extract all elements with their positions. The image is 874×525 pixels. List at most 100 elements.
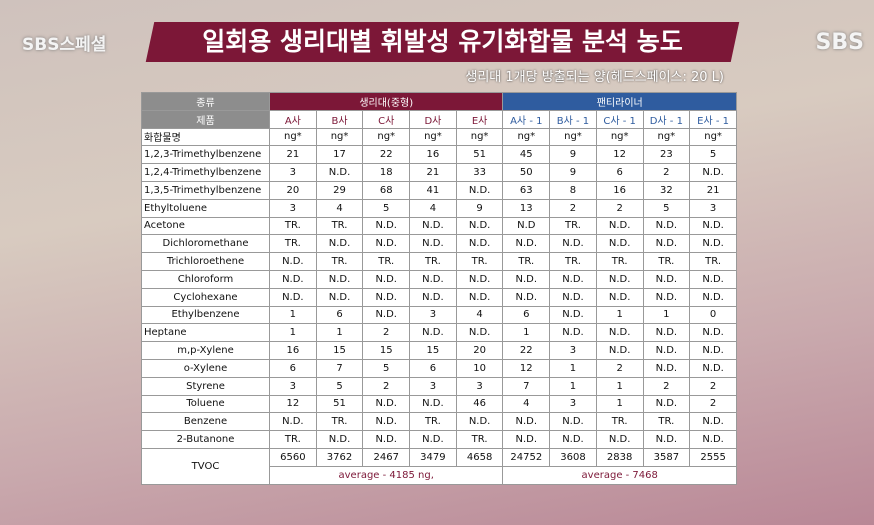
table-cell: TR. xyxy=(549,216,597,236)
table-cell: 2838 xyxy=(595,447,644,467)
table-cell: 종류 xyxy=(141,92,270,111)
table-cell: N.D. xyxy=(642,269,691,289)
table-cell: ng* xyxy=(595,127,644,147)
table-cell: N.D. xyxy=(502,430,551,449)
table-cell: N.D. xyxy=(502,287,551,307)
table-cell: N.D. xyxy=(642,216,691,236)
subtitle: 생리대 1개당 방출되는 양(헤드스페이스: 20 L) xyxy=(465,70,724,85)
table-cell: 16 xyxy=(595,180,644,200)
table-cell: ng* xyxy=(269,127,317,147)
table-cell: TR. xyxy=(595,252,644,271)
table-row: TVOC 6560 3762 2467 3479 4658 24752 3608 2838 358… xyxy=(141,447,737,485)
table-cell: 13 xyxy=(502,198,551,218)
table-cell: 3608 xyxy=(549,447,597,467)
table-cell: 4 xyxy=(455,305,504,325)
table-cell: N.D. xyxy=(689,358,737,378)
table-cell: N.D. xyxy=(502,269,551,289)
table-cell: N.D. xyxy=(455,234,504,254)
table-cell: 1 xyxy=(549,376,597,396)
table-cell: N.D xyxy=(502,216,551,236)
channel-logo: SBS xyxy=(815,30,864,55)
table-cell: N.D. xyxy=(595,341,644,360)
table-cell: 2 xyxy=(689,394,737,414)
table-cell: Dichloromethane xyxy=(141,234,270,254)
table-cell: Heptane xyxy=(141,323,270,343)
table-cell: 1,3,5-Trimethylbenzene xyxy=(141,180,270,200)
table-cell: 3 xyxy=(269,163,317,182)
table-cell: TR. xyxy=(502,252,551,271)
table-cell: Styrene xyxy=(141,376,270,396)
table-cell: 1 xyxy=(502,323,551,343)
table-cell: 46 xyxy=(455,394,504,414)
table-cell: 5 xyxy=(689,145,737,165)
table-cell: 68 xyxy=(362,180,411,200)
table-cell: 21 xyxy=(409,163,457,182)
table-cell: 12 xyxy=(595,145,644,165)
table-cell: N.D. xyxy=(362,394,411,414)
table-cell: TR. xyxy=(549,252,597,271)
table-cell: N.D. xyxy=(455,216,504,236)
table-cell: TR. xyxy=(595,412,644,432)
table-cell: ng* xyxy=(409,127,457,147)
table-cell: 화합물명 xyxy=(141,127,270,147)
table-cell: TR. xyxy=(689,252,737,271)
table-cell: N.D. xyxy=(689,287,737,307)
table-row: Cyclohexane N.D. N.D. N.D. N.D. N.D. N.D. N.D. N… xyxy=(141,287,737,307)
table-cell: Toluene xyxy=(141,394,270,414)
table-cell: ng* xyxy=(642,127,691,147)
table-cell: 45 xyxy=(502,145,551,165)
table-cell: N.D. xyxy=(642,341,691,360)
table-cell: N.D. xyxy=(362,305,411,325)
table-cell: C사 - 1 xyxy=(595,109,644,129)
table-cell: N.D. xyxy=(595,269,644,289)
table-cell: N.D. xyxy=(549,287,597,307)
table-cell: TVOC xyxy=(141,447,270,485)
table-cell: 2-Butanone xyxy=(141,430,270,449)
table-cell: Trichloroethene xyxy=(141,252,270,271)
table-cell: 23 xyxy=(642,145,691,165)
table-cell: 3 xyxy=(549,394,597,414)
table-cell: N.D. xyxy=(549,269,597,289)
table-cell: TR. xyxy=(455,252,504,271)
table-cell: 1 xyxy=(595,305,644,325)
table-cell: 15 xyxy=(409,341,457,360)
table-cell: ng* xyxy=(549,127,597,147)
table-row: o-Xylene 6 7 5 6 10 12 1 2 N.D. N.D. xyxy=(141,358,737,378)
table-cell: 4 xyxy=(315,198,364,218)
table-cell: TR. xyxy=(269,234,317,254)
table-cell: 2 xyxy=(689,376,737,396)
table-cell: 4658 xyxy=(455,447,504,467)
table-cell: C사 xyxy=(362,109,411,129)
table-cell: 1 xyxy=(595,394,644,414)
table-cell: TR. xyxy=(315,412,364,432)
table-cell: 22 xyxy=(362,145,411,165)
table-cell: 4 xyxy=(502,394,551,414)
table-cell: N.D. xyxy=(595,216,644,236)
table-cell: 생리대(중형) xyxy=(268,92,504,111)
table-row: 제품 A사 B사 C사 D사 E사 A사 - 1 B사 - 1 C사 - 1 D사 - 1 E사 -… xyxy=(141,109,737,129)
table-cell: TR. xyxy=(409,412,457,432)
table-cell: N.D. xyxy=(689,430,737,449)
table-cell: N.D. xyxy=(642,323,691,343)
table-cell: N.D. xyxy=(455,412,504,432)
table-cell: 7 xyxy=(315,358,364,378)
table-cell: 8 xyxy=(549,180,597,200)
table-cell: 17 xyxy=(315,145,364,165)
table-cell: ng* xyxy=(362,127,411,147)
table-cell: N.D. xyxy=(362,412,411,432)
table-cell: 3 xyxy=(455,376,504,396)
table-cell: 1,2,3-Trimethylbenzene xyxy=(141,145,270,165)
table-cell: average - 7468 xyxy=(502,465,737,485)
table-cell: 16 xyxy=(269,341,317,360)
table-cell: 16 xyxy=(409,145,457,165)
table-cell: ng* xyxy=(315,127,364,147)
table-cell: N.D. xyxy=(455,287,504,307)
table-row: 화합물명 ng* ng* ng* ng* ng* ng* ng* ng* ng* ng* xyxy=(141,127,737,147)
table-cell: 7 xyxy=(502,376,551,396)
table-cell: N.D. xyxy=(409,234,457,254)
table-cell: 20 xyxy=(269,180,317,200)
table-cell: 2 xyxy=(595,198,644,218)
table-cell: 3 xyxy=(689,198,737,218)
table-cell: ng* xyxy=(455,127,504,147)
